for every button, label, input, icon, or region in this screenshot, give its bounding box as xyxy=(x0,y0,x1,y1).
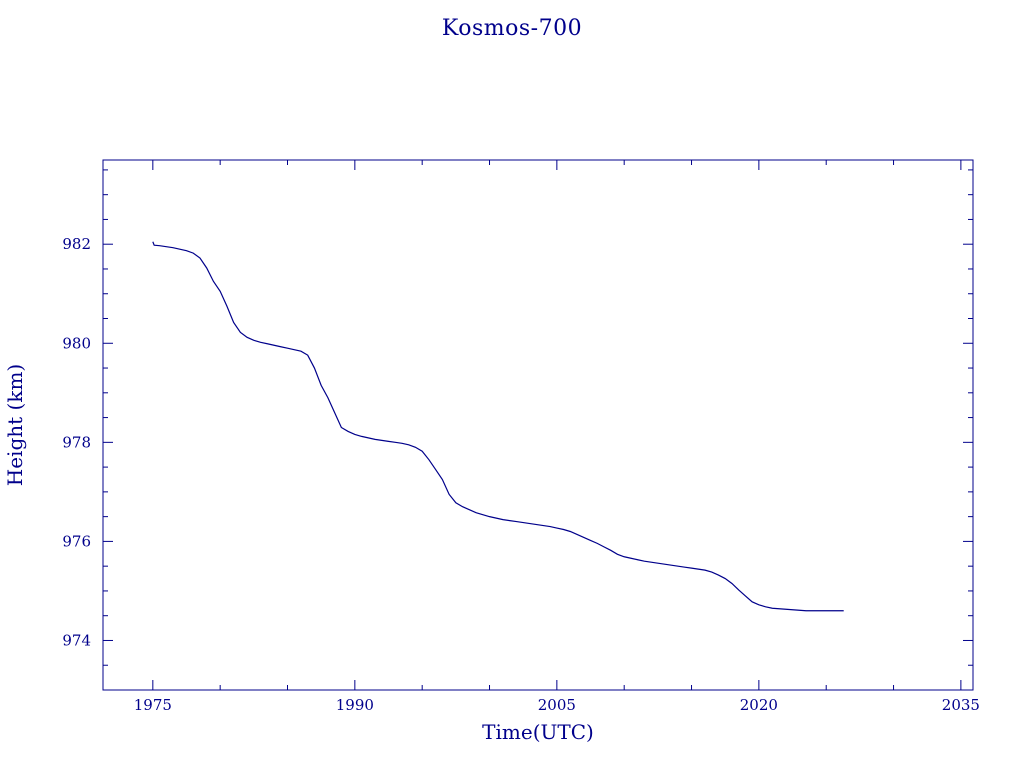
data-series xyxy=(152,241,844,612)
tick-labels: 1975 1990 2005 2020 2035 974 976 978 980 982 xyxy=(62,235,980,714)
x-tick-label: 2020 xyxy=(740,696,778,714)
y-tick-label: 980 xyxy=(62,334,91,352)
x-axis-title: Time(UTC) xyxy=(482,720,594,744)
axis-ticks xyxy=(103,160,973,691)
y-tick-label: 978 xyxy=(62,433,91,451)
y-tick-label: 982 xyxy=(62,235,91,253)
chart-title: Kosmos-700 xyxy=(441,16,583,41)
plot-frame xyxy=(102,159,974,691)
y-tick-label: 974 xyxy=(62,631,91,649)
x-tick-label: 2005 xyxy=(538,696,576,714)
y-axis-title: Height (km) xyxy=(3,364,27,486)
axes-frame xyxy=(102,159,974,691)
y-tick-label: 976 xyxy=(62,532,91,550)
x-tick-label: 1990 xyxy=(336,696,374,714)
series-line xyxy=(152,241,844,612)
x-tick-label: 1975 xyxy=(134,696,172,714)
x-tick-label: 2035 xyxy=(942,696,980,714)
